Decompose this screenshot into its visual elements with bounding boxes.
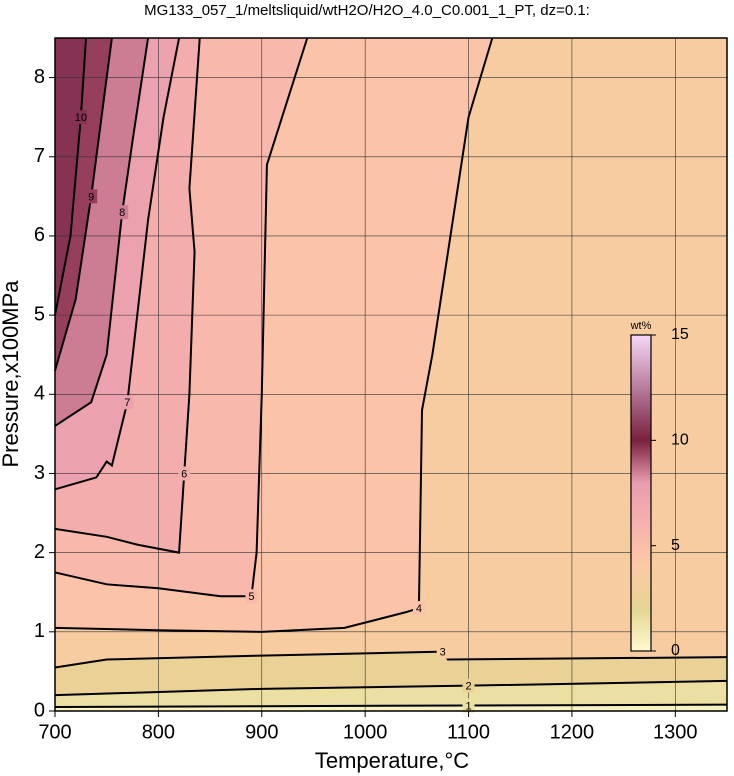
contour-label: 1 <box>465 700 471 712</box>
y-tick-label: 3 <box>34 462 45 484</box>
contour-line <box>54 37 494 633</box>
contour-label-group: 4 <box>412 601 425 616</box>
contour-label-box <box>116 205 129 220</box>
colorbar-tick-label: 15 <box>671 326 689 343</box>
contour-label-box <box>412 601 425 616</box>
x-tick-label: 1200 <box>550 721 595 743</box>
contour-label-group: 10 <box>74 110 87 125</box>
y-tick-label: 8 <box>34 66 45 88</box>
contour-label-box <box>121 395 134 410</box>
y-tick-label: 2 <box>34 541 45 563</box>
colorbar-label: wt% <box>630 320 652 332</box>
contour-label: 9 <box>88 191 94 203</box>
x-tick-label: 1100 <box>447 721 490 743</box>
contour-label-group: 9 <box>85 189 98 204</box>
chart-title: MG133_057_1/meltsliquid/wtH2O/H2O_4.0_C0… <box>144 2 590 19</box>
contour-label-group: 5 <box>245 589 258 604</box>
y-tick-label: 1 <box>34 620 45 642</box>
y-tick-label: 7 <box>34 145 45 167</box>
contour-line <box>54 703 728 709</box>
y-tick-label: 0 <box>34 699 45 721</box>
contour-label: 2 <box>465 681 471 693</box>
y-tick-label: 6 <box>34 224 45 246</box>
colorbar-tick-label: 5 <box>671 537 680 554</box>
colorbar <box>630 334 652 652</box>
contour-label-box <box>245 589 258 604</box>
contour-label-box <box>74 110 87 125</box>
contour-label: 8 <box>119 207 125 219</box>
x-axis-label: Temperature,°C <box>315 748 469 773</box>
x-tick-label: 900 <box>245 721 278 743</box>
colorbar-tick-label: 10 <box>671 432 689 449</box>
contour-label-box <box>462 678 475 693</box>
y-tick-label: 5 <box>34 303 45 325</box>
contour-label-group: 8 <box>116 205 129 220</box>
x-tick-label: 700 <box>38 721 71 743</box>
contour-label-box <box>462 698 475 713</box>
y-axis-label: Pressure,x100MPa <box>0 280 23 468</box>
contour-line <box>54 37 88 316</box>
contour-line <box>54 679 728 697</box>
contour-label-box <box>178 466 191 481</box>
y-tick-label: 4 <box>34 383 45 405</box>
contour-label-group: 6 <box>178 466 191 481</box>
contour-label-group: 7 <box>121 395 134 410</box>
x-tick-label: 1300 <box>653 721 698 743</box>
contour-label: 6 <box>181 468 187 480</box>
contour-fill <box>55 38 87 316</box>
contour-line <box>54 37 150 427</box>
contour-label: 10 <box>75 112 87 124</box>
contour-label: 7 <box>124 397 130 409</box>
contour-label-box <box>436 644 449 659</box>
contour-label: 3 <box>440 647 446 659</box>
contour-label: 4 <box>416 603 422 615</box>
contour-label-group: 1 <box>462 698 475 713</box>
contour-line <box>54 650 728 669</box>
contour-line <box>54 37 181 491</box>
contour-label-group: 3 <box>436 644 449 659</box>
contour-label-box <box>85 189 98 204</box>
colorbar-tick-label: 0 <box>671 642 680 659</box>
x-tick-label: 1000 <box>343 721 388 743</box>
contour-label: 5 <box>248 591 254 603</box>
x-tick-label: 800 <box>142 721 175 743</box>
plot-frame <box>54 37 728 712</box>
contour-label-group: 2 <box>462 678 475 693</box>
